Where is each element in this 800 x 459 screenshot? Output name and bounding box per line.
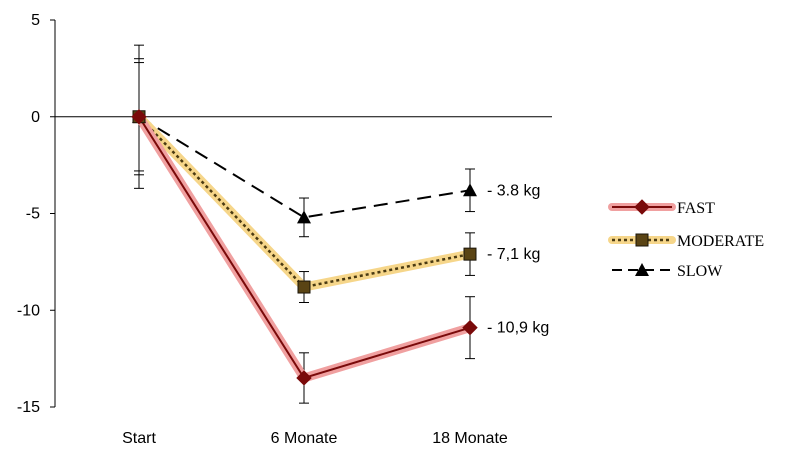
legend-label-fast: FAST <box>677 200 715 217</box>
legend-marker-slow <box>635 263 649 276</box>
point-moderate-2 <box>463 247 477 261</box>
point-slow-2 <box>463 183 477 197</box>
point-slow-1 <box>297 210 311 224</box>
end-label-fast: - 10,9 kg <box>487 320 549 337</box>
end-label-slow: - 3.8 kg <box>487 182 540 199</box>
legend-marker-moderate <box>635 233 649 247</box>
series-halo-fast <box>134 112 475 383</box>
point-fast-0 <box>131 109 147 125</box>
y-tick-label-5: 5 <box>31 12 40 29</box>
legend-label-moderate: MODERATE <box>677 233 764 250</box>
legend-marker-fast <box>634 199 650 215</box>
end-label-moderate: - 7,1 kg <box>487 246 540 263</box>
x-tick-label-start: Start <box>122 430 156 447</box>
y-tick-label-5: -5 <box>26 206 40 223</box>
y-tick-label-15: -15 <box>17 399 40 416</box>
point-fast-2 <box>462 319 478 336</box>
x-tick-label-6-monate: 6 Monate <box>271 430 338 447</box>
point-fast-1 <box>296 370 312 386</box>
y-tick-label-10: -10 <box>17 302 40 319</box>
plot-area <box>131 44 478 404</box>
x-tick-label-18-monate: 18 Monate <box>432 430 508 447</box>
y-tick-label-0: 0 <box>31 109 40 126</box>
legend-label-slow: SLOW <box>677 263 723 280</box>
legend: FAST MODERATE SLOW <box>608 199 764 280</box>
axes: 5 0 -5 -10 -15 Start 6 Monate 18 Monate <box>17 12 552 447</box>
point-moderate-1 <box>297 280 311 294</box>
end-labels: - 10,9 kg - 7,1 kg - 3.8 kg <box>487 182 549 336</box>
series-line-moderate <box>138 115 471 289</box>
